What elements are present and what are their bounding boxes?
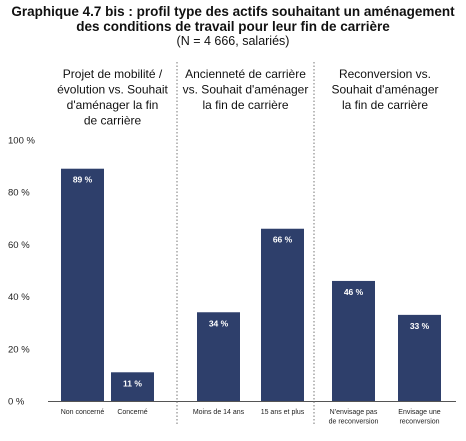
category-label: Concerné	[117, 409, 147, 416]
category-label: de reconversion	[329, 419, 379, 426]
panel-heading-line: Souhait d'aménager	[331, 83, 438, 97]
y-tick-label: 20 %	[8, 344, 30, 355]
y-tick-label: 80 %	[8, 188, 30, 199]
bar	[61, 168, 104, 401]
bar	[398, 314, 441, 401]
panel-heading-line: d'aménager la fin	[67, 98, 159, 112]
category-label: Envisage une	[398, 409, 441, 416]
panel-heading-line: la fin de carrière	[202, 98, 288, 112]
panel-heading-line: Ancienneté de carrière	[185, 67, 306, 81]
bar	[111, 372, 154, 401]
panel-heading-line: de carrière	[84, 114, 142, 128]
bar	[261, 228, 304, 401]
y-tick-label: 60 %	[8, 240, 30, 251]
bar	[197, 312, 240, 401]
bar	[332, 280, 375, 401]
category-label: Moins de 14 ans	[193, 409, 245, 416]
panel-heading-line: Reconversion vs.	[339, 67, 431, 81]
panel-heading-line: la fin de carrière	[342, 98, 428, 112]
bar-value-label: 33 %	[410, 321, 430, 331]
bar-value-label: 89 %	[73, 175, 93, 185]
category-label: Non concerné	[61, 409, 105, 416]
bar-value-label: 11 %	[123, 378, 142, 388]
category-label: reconversion	[399, 419, 439, 426]
chart-title-block: Graphique 4.7 bis : profil type des acti…	[0, 4, 466, 49]
chart-title-line-1: Graphique 4.7 bis : profil type des acti…	[11, 4, 455, 19]
panel-heading-line: vs. Souhait d'aménager	[183, 83, 309, 97]
bar-value-label: 66 %	[273, 235, 293, 245]
chart-title-line-2: des conditions de travail pour leur fin …	[76, 19, 390, 34]
bar-value-label: 46 %	[344, 287, 364, 297]
y-tick-label: 40 %	[8, 292, 30, 303]
category-label: 15 ans et plus	[261, 409, 305, 416]
y-tick-label: 100 %	[8, 136, 35, 147]
panel-heading-line: Projet de mobilité /	[63, 67, 163, 81]
category-label: N'envisage pas	[330, 409, 378, 416]
panel-heading-line: évolution vs. Souhait	[57, 83, 168, 97]
y-tick-label: 0 %	[8, 397, 25, 408]
bar-value-label: 34 %	[209, 318, 229, 328]
chart-subtitle: (N = 4 666, salariés)	[176, 34, 290, 48]
